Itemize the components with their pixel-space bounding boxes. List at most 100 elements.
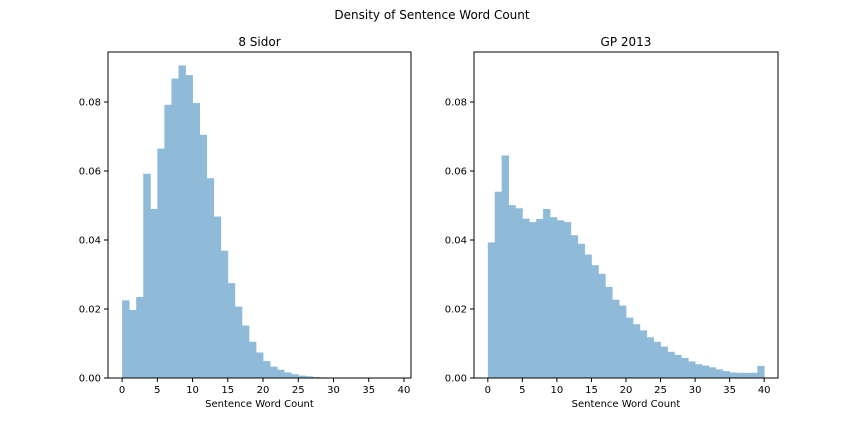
- histogram-bar: [305, 376, 313, 378]
- histogram-bar: [150, 208, 158, 378]
- histogram-bar: [234, 306, 243, 378]
- histogram-bar: [736, 372, 744, 378]
- x-tick-label: 5: [154, 385, 160, 396]
- histogram-bar: [743, 372, 751, 378]
- histogram-bar: [136, 296, 144, 378]
- panel-8-sidor: 8 Sidor 0 5 10 15 20 25 30 35 40 0.00 0.02 0.04 0.06 0…: [79, 35, 412, 410]
- histogram-bar: [729, 372, 737, 378]
- histogram-bar: [199, 134, 208, 378]
- histogram-bar: [577, 243, 585, 378]
- histogram-bar: [632, 324, 641, 378]
- histogram-bar: [494, 191, 503, 378]
- histogram-bar: [639, 330, 648, 378]
- y-tick-label: 0.06: [79, 167, 101, 178]
- histogram-bar: [487, 242, 496, 378]
- x-tick-label: 25: [292, 385, 305, 396]
- histogram-bar: [164, 104, 172, 379]
- x-tick-label: 20: [620, 385, 633, 396]
- histogram-bar: [122, 300, 130, 378]
- histogram-bar: [563, 222, 572, 378]
- y-tick-label: 0.04: [445, 236, 467, 247]
- histogram-bar: [591, 265, 599, 378]
- histogram-bar: [298, 375, 306, 378]
- histogram-bar: [550, 217, 558, 378]
- histogram-bar: [277, 369, 285, 378]
- x-tick-label: 15: [221, 385, 234, 396]
- histogram-bar: [722, 371, 731, 378]
- histogram-bar: [688, 361, 696, 378]
- figure-title: Density of Sentence Word Count: [334, 8, 530, 22]
- y-tick-label: 0.00: [79, 374, 101, 385]
- x-tick-label: 35: [723, 385, 736, 396]
- panel-title: GP 2013: [601, 35, 652, 49]
- histogram-bar: [312, 376, 320, 378]
- histogram-bar: [626, 317, 634, 378]
- histogram-bar: [255, 352, 264, 378]
- y-tick-label: 0.04: [79, 236, 101, 247]
- x-tick-label: 5: [519, 385, 525, 396]
- histogram-bar: [178, 65, 186, 378]
- histogram-bar: [667, 351, 675, 378]
- histogram-bar: [619, 305, 627, 378]
- plot-frame: [107, 51, 412, 379]
- histogram-bar: [192, 103, 201, 378]
- histogram-bar: [708, 367, 717, 378]
- histogram-bar: [660, 346, 668, 378]
- histogram-bar: [515, 208, 523, 378]
- histogram-bar: [241, 325, 250, 378]
- histogram-bar: [584, 254, 592, 378]
- histogram-bar: [715, 369, 724, 378]
- y-tick-label: 0.08: [445, 98, 467, 109]
- x-tick-label: 35: [362, 385, 375, 396]
- histogram-bar: [185, 75, 193, 379]
- histogram-bar: [501, 155, 509, 378]
- x-axis-label: Sentence Word Count: [572, 399, 681, 410]
- histogram-bar: [556, 220, 565, 378]
- x-tick-label: 10: [551, 385, 564, 396]
- histogram-bar: [157, 148, 165, 378]
- histogram-bar: [227, 283, 236, 378]
- histogram-bar: [171, 78, 179, 379]
- histogram-bar: [757, 365, 765, 378]
- panel-gp-2013: GP 2013 0 5 10 15 20 25 30 35 40 0.00 0.02 0.04 0.06 0…: [445, 35, 779, 410]
- histogram-bar: [284, 372, 292, 378]
- histogram-bar: [543, 208, 551, 378]
- histogram-bar: [220, 250, 229, 378]
- y-tick-label: 0.02: [79, 305, 101, 316]
- histogram-bar: [646, 337, 655, 378]
- x-tick-label: 20: [257, 385, 270, 396]
- histogram-bar: [605, 286, 613, 378]
- x-tick-label: 0: [485, 385, 491, 396]
- histogram-bar: [213, 216, 222, 378]
- histogram-bar: [653, 341, 661, 378]
- x-tick-label: 25: [654, 385, 667, 396]
- histogram-bar: [270, 366, 278, 378]
- y-tick-label: 0.02: [445, 305, 467, 316]
- histogram-bar: [702, 365, 710, 378]
- x-tick-label: 15: [585, 385, 598, 396]
- histogram-bar: [570, 235, 579, 378]
- x-tick-label: 10: [186, 385, 199, 396]
- x-tick-label: 40: [398, 385, 411, 396]
- histogram-bar: [612, 299, 620, 378]
- x-tick-label: 30: [327, 385, 340, 396]
- x-axis-label: Sentence Word Count: [205, 399, 314, 410]
- y-tick-label: 0.06: [445, 167, 467, 178]
- histogram-bar: [598, 273, 606, 378]
- histogram-bar: [674, 354, 682, 378]
- panel-title: 8 Sidor: [238, 35, 280, 49]
- histogram-bar: [143, 173, 151, 378]
- histogram-bar: [522, 218, 530, 378]
- histogram-bar: [681, 357, 689, 378]
- histogram-bar: [206, 178, 215, 378]
- histogram-bar: [263, 361, 271, 378]
- histogram-bar: [291, 374, 299, 378]
- histogram-bar: [508, 205, 516, 378]
- histogram-bar: [248, 341, 257, 378]
- histogram-bar: [695, 364, 703, 378]
- x-tick-label: 40: [758, 385, 771, 396]
- x-tick-label: 0: [119, 385, 125, 396]
- histogram-bar: [529, 222, 537, 378]
- histogram-bar: [536, 218, 544, 378]
